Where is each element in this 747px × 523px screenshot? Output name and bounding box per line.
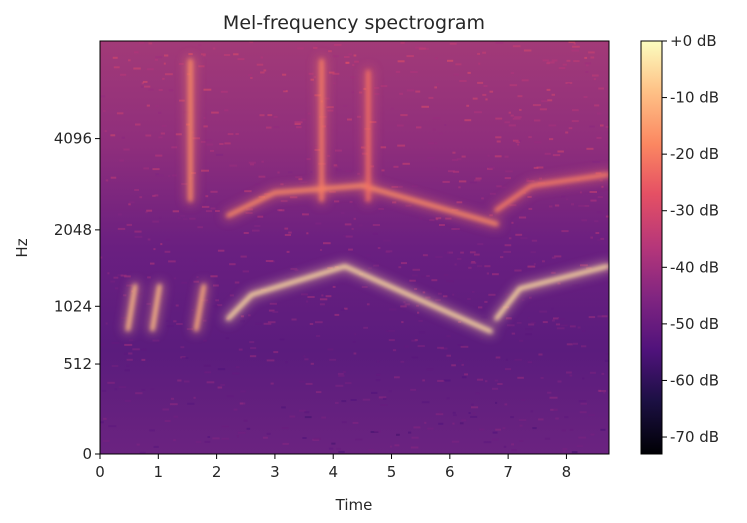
feature-6 xyxy=(194,284,206,332)
y-axis-ticks: 0 512 1024 2048 4096 xyxy=(54,130,100,463)
feature-5 xyxy=(150,284,162,332)
x-tick-label: 0 xyxy=(95,463,105,481)
y-axis-label: Hz xyxy=(13,238,31,257)
colorbar-tick-label: -10 dB xyxy=(670,89,719,107)
x-tick-label: 7 xyxy=(503,463,513,481)
x-tick-label: 6 xyxy=(445,463,455,481)
spectrogram-background xyxy=(100,41,609,454)
feature-3 xyxy=(494,172,609,213)
x-tick-label: 2 xyxy=(212,463,222,481)
feature-1 xyxy=(494,264,609,321)
y-tick-label: 1024 xyxy=(54,297,92,315)
y-tick-label: 4096 xyxy=(54,130,92,148)
x-tick-label: 5 xyxy=(387,463,397,481)
feature-4 xyxy=(126,284,137,332)
y-tick-label: 512 xyxy=(63,355,92,373)
feature-0 xyxy=(226,264,493,334)
feature-layer xyxy=(126,59,609,334)
colorbar-tick-label: -60 dB xyxy=(670,371,719,389)
colorbar-tick-label: -20 dB xyxy=(670,145,719,163)
plot-frame xyxy=(99,40,610,455)
chart-title: Mel-frequency spectrogram xyxy=(223,12,485,34)
x-tick-label: 1 xyxy=(154,463,164,481)
plot-area xyxy=(100,41,609,454)
x-tick-label: 8 xyxy=(562,463,572,481)
x-axis-ticks: 0 1 2 3 4 5 6 7 8 xyxy=(95,454,571,481)
y-tick-label: 2048 xyxy=(54,221,92,239)
noise-texture xyxy=(100,41,609,454)
colorbar-tick-label: -50 dB xyxy=(670,315,719,333)
y-tick-label: 0 xyxy=(82,445,92,463)
colorbar-tick-label: -40 dB xyxy=(670,258,719,276)
feature-2 xyxy=(226,183,499,226)
x-tick-label: 3 xyxy=(270,463,280,481)
colorbar-tick-label: +0 dB xyxy=(670,32,717,50)
colorbar-tick-label: -30 dB xyxy=(670,202,719,220)
x-tick-label: 4 xyxy=(328,463,338,481)
colorbar-tick-label: -70 dB xyxy=(670,428,719,446)
colorbar xyxy=(640,40,663,455)
x-axis-label: Time xyxy=(335,496,373,514)
colorbar-ticks: +0 dB -10 dB -20 dB -30 dB -40 dB -50 dB -60 d… xyxy=(662,32,719,446)
